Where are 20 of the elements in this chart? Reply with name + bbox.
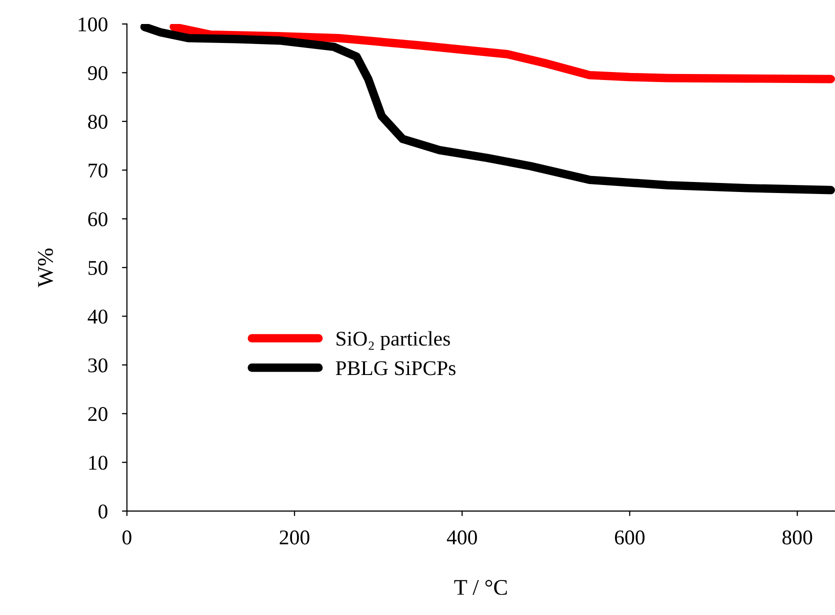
x-tick-label: 400 [446, 530, 477, 544]
x-tick-label: 800 [782, 530, 812, 544]
y-tick-label: 40 [88, 310, 108, 324]
y-tick-label: 50 [88, 260, 108, 275]
y-tick-label: 70 [88, 163, 108, 178]
y-tick-label: 100 [78, 17, 108, 32]
y-axis-title: W% [38, 248, 54, 288]
y-tick-label: 0 [98, 504, 108, 518]
y-tick-label: 90 [88, 66, 108, 80]
y-tick-label: 10 [89, 456, 108, 470]
y-tick-label: 30 [88, 358, 108, 372]
y-tick-label: 60 [88, 212, 108, 226]
legend-label: PBLG SiPCPs [336, 361, 456, 376]
x-axis-title: T / °C [454, 580, 507, 595]
x-tick-label: 600 [614, 530, 645, 544]
x-tick-label: 200 [280, 530, 310, 544]
legend-label: SiO₂ particles [336, 331, 450, 350]
y-tick-label: 80 [88, 114, 108, 129]
x-tick-label: 0 [122, 530, 132, 544]
y-tick-label: 20 [88, 407, 108, 422]
